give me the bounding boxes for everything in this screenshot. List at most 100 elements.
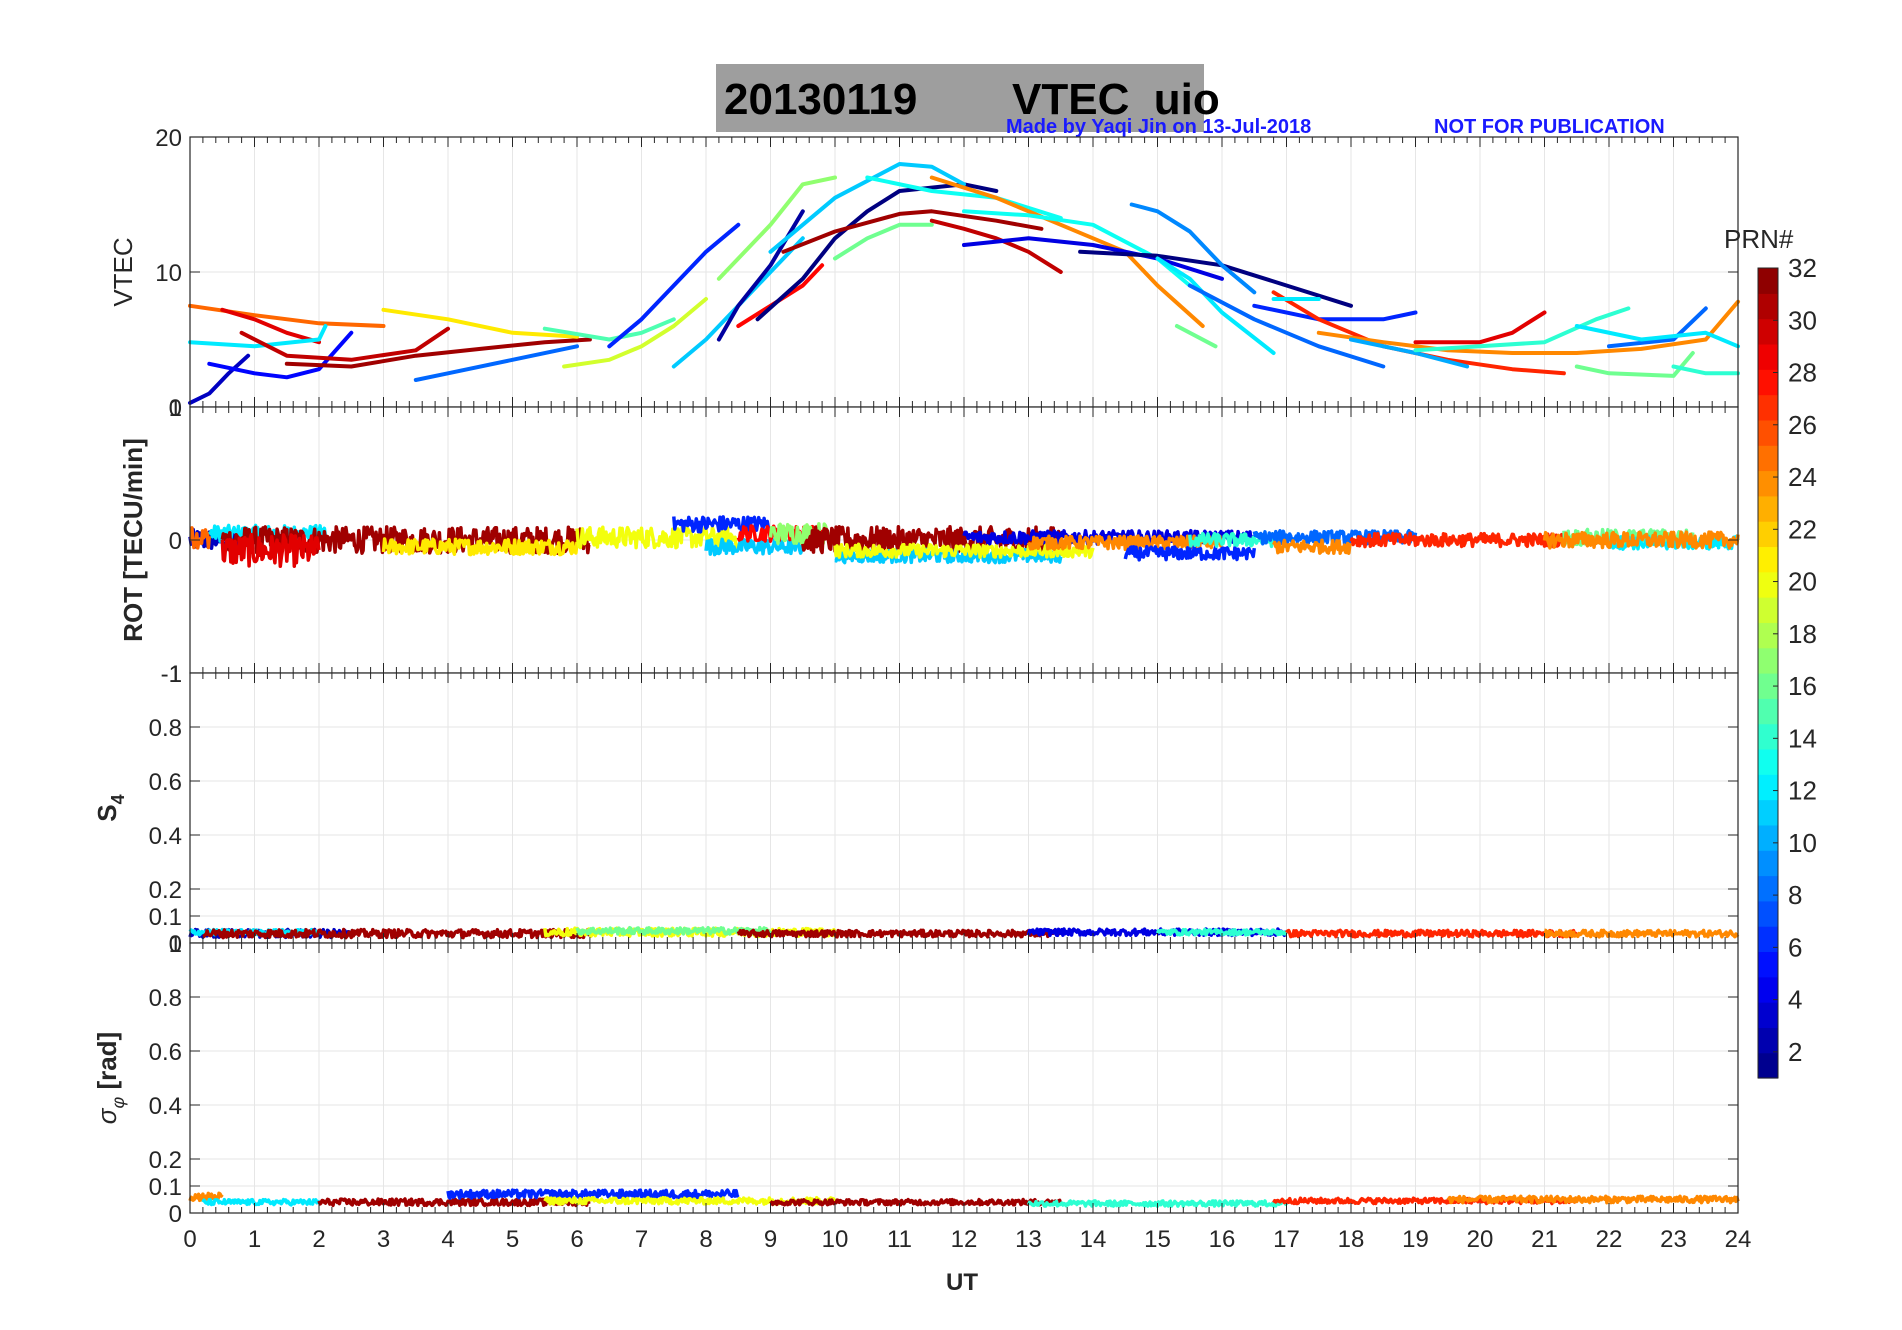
x-tick-label: 11 — [887, 1226, 912, 1253]
vtec-series-prn-19 — [562, 297, 708, 369]
vtec-series-prn-15 — [542, 317, 676, 342]
x-tick-label: 12 — [951, 1226, 978, 1253]
colorbar-tick-label: 26 — [1788, 410, 1817, 440]
colorbar-segment — [1758, 419, 1778, 446]
colorbar-segment — [1758, 951, 1778, 978]
x-tick-label: 13 — [1015, 1226, 1042, 1253]
y-tick-label-s4: 0.8 — [149, 715, 182, 742]
x-tick-label: 0 — [183, 1226, 196, 1253]
vtec-series-prn-17 — [716, 175, 837, 281]
series-group-vtec — [188, 162, 1740, 405]
panel-vtec: 0 10 20 VTEC — [108, 125, 1740, 422]
y-tick-label-s4: 0.6 — [149, 769, 182, 796]
y-tick-label-rot: 1 — [169, 395, 182, 422]
x-tick-label: 20 — [1467, 1226, 1494, 1253]
x-tick-label: 24 — [1725, 1226, 1752, 1253]
vtec-series-prn-14 — [1413, 306, 1631, 353]
colorbar-segment — [1758, 926, 1778, 953]
vtec-series-prn-31 — [284, 337, 592, 369]
series-group-rot — [188, 515, 1740, 569]
colorbar-segment — [1758, 1002, 1778, 1028]
colorbar-segment — [1758, 546, 1778, 573]
x-tick-label: 6 — [570, 1226, 583, 1253]
y-tick-label-sigma_phi: 0.1 — [149, 1174, 182, 1201]
y-tick-label-sigma_phi: 0.6 — [149, 1039, 182, 1066]
rot-series-prn-24 — [1542, 530, 1740, 550]
colorbar-tick-label: 22 — [1788, 514, 1817, 544]
vtec-series-prn-9 — [1129, 202, 1257, 295]
x-tick-label: 7 — [635, 1226, 648, 1253]
sigma_phi-series-prn-6 — [446, 1188, 740, 1200]
colorbar-tick-label: 30 — [1788, 305, 1817, 335]
y-tick-label-sigma_phi: 0.8 — [149, 985, 182, 1012]
vtec-series-prn-29 — [220, 307, 321, 345]
x-tick-label: 5 — [506, 1226, 519, 1253]
vtec-series-prn-24 — [1316, 299, 1740, 355]
colorbar-segment — [1758, 1027, 1778, 1054]
colorbar-segment — [1758, 1052, 1778, 1079]
vtec-series-prn-12 — [1574, 324, 1740, 349]
x-tick-label: 4 — [441, 1226, 454, 1253]
colorbar-tick-label: 32 — [1788, 253, 1817, 283]
colorbar-tick-label: 2 — [1788, 1037, 1802, 1067]
panel-s4: 00.10.2 0.4 0.6 0.8 1 S4 — [92, 661, 1740, 958]
series-group-s4 — [188, 925, 1740, 940]
credit-notice: NOT FOR PUBLICATION — [1434, 116, 1665, 138]
rot-series-prn-29 — [220, 532, 321, 569]
y-tick-label-sigma_phi: 1 — [169, 931, 182, 958]
sigma_phi-series-prn-12 — [201, 1197, 320, 1207]
vtec-series-prn-21 — [381, 307, 579, 339]
vtec-series-prn-14 — [1671, 364, 1740, 376]
vtec-series-prn-8 — [1607, 306, 1708, 349]
colorbar-tick-label: 8 — [1788, 880, 1802, 910]
colorbar-segment — [1758, 597, 1778, 623]
y-tick-label-s4: 0.2 — [149, 877, 182, 904]
vtec-series-prn-24 — [929, 175, 1205, 328]
x-tick-label: 1 — [248, 1226, 261, 1253]
x-tick-label: 15 — [1144, 1226, 1171, 1253]
vtec-series-prn-8 — [1187, 283, 1386, 369]
x-tick-label: 8 — [699, 1226, 712, 1253]
rot-series-prn-17 — [768, 522, 837, 546]
colorbar-title: PRN# — [1724, 224, 1794, 254]
colorbar-segment — [1758, 622, 1778, 649]
colorbar-segment — [1758, 470, 1778, 497]
colorbar-segment — [1758, 571, 1778, 598]
y-tick-label-sigma_phi: 0.2 — [149, 1147, 182, 1174]
title-station: VTEC uio — [1012, 75, 1220, 124]
vtec-series-prn-12 — [188, 324, 328, 349]
vtec-series-prn-16 — [1574, 351, 1695, 378]
colorbar-segment — [1758, 318, 1778, 345]
title-date: 20130119 — [724, 75, 917, 124]
colorbar-tick-label: 28 — [1788, 358, 1817, 388]
vtec-series-prn-31 — [781, 209, 1044, 254]
y-tick-label-vtec: 10 — [155, 260, 182, 287]
colorbar-segment — [1758, 723, 1778, 750]
colorbar-frame — [1757, 267, 1779, 1079]
vtec-series-prn-4 — [962, 236, 1224, 281]
vtec-series-prn-29 — [1413, 310, 1547, 345]
colorbar-segment — [1758, 369, 1778, 396]
y-axis-label-s4: S4 — [92, 794, 128, 821]
y-tick-label-s4: 0.1 — [149, 904, 182, 931]
s4-series-prn-27 — [1285, 928, 1579, 939]
colorbar-tick-label: 10 — [1788, 828, 1817, 858]
vtec-series-prn-6 — [1252, 303, 1418, 322]
vtec-series-prn-11 — [768, 162, 966, 254]
vtec-series-prn-16 — [1174, 324, 1218, 349]
vtec-series-prn-8 — [413, 344, 579, 382]
x-tick-label: 10 — [822, 1226, 849, 1253]
colorbar-segment — [1758, 976, 1778, 1003]
y-tick-label-sigma_phi: 0 — [169, 1201, 182, 1228]
colorbar-segment — [1758, 799, 1778, 826]
colorbar-segment — [1758, 698, 1778, 725]
x-axis-label: UT — [946, 1269, 978, 1296]
vtec-series-prn-6 — [607, 222, 741, 349]
sigma_phi-series-prn-24 — [1446, 1194, 1740, 1205]
colorbar-tick-label: 20 — [1788, 567, 1817, 597]
